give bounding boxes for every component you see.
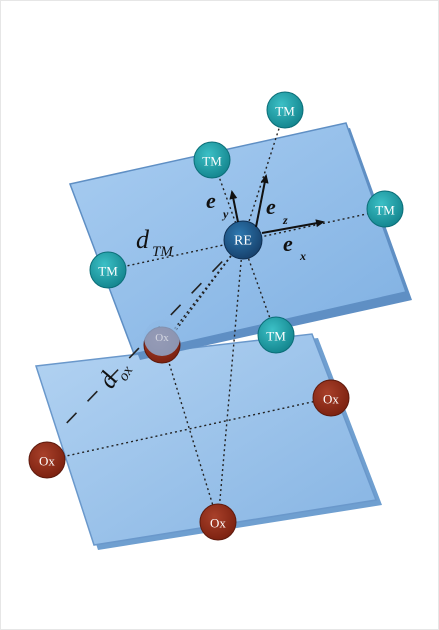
svg-text:TM: TM: [202, 154, 222, 169]
ez-label: e z: [266, 194, 288, 227]
lower-plane: [35, 333, 382, 550]
ox-bond-lines: [47, 339, 331, 523]
svg-text:e: e: [206, 188, 216, 213]
svg-text:TM: TM: [375, 203, 395, 218]
re-atom: RE: [223, 220, 263, 260]
svg-text:y: y: [221, 207, 229, 221]
ey-label: e y: [206, 188, 229, 221]
svg-text:TM: TM: [98, 264, 118, 279]
ox-atom-left: Ox: [28, 441, 66, 479]
svg-text:e: e: [266, 194, 276, 219]
tm-atom-upper-left: TM: [193, 141, 231, 179]
svg-text:Ox: Ox: [155, 332, 169, 344]
svg-text:Ox: Ox: [210, 516, 226, 531]
svg-text:Ox: Ox: [323, 392, 339, 407]
ox-atom-top-hidden: Ox: [143, 320, 181, 364]
svg-text:TM: TM: [275, 104, 295, 119]
ox-atom-bottom: Ox: [199, 503, 237, 541]
tm-atom-left: TM: [89, 251, 127, 289]
svg-text:x: x: [299, 249, 306, 263]
tm-atom-top: TM: [266, 91, 304, 129]
svg-text:TM: TM: [152, 244, 174, 260]
svg-text:RE: RE: [234, 234, 252, 249]
unit-vector-arrows: [229, 174, 325, 234]
tm-atom-lower: TM: [257, 316, 295, 354]
svg-text:Ox: Ox: [39, 454, 55, 469]
svg-text:e: e: [283, 231, 293, 256]
svg-text:d: d: [136, 225, 150, 254]
d-tm-label: d TM: [136, 225, 174, 260]
ox-atom-right: Ox: [312, 379, 350, 417]
svg-text:z: z: [282, 213, 288, 227]
tm-atom-right: TM: [366, 190, 404, 228]
svg-text:TM: TM: [266, 329, 286, 344]
ex-label: e x: [283, 231, 306, 263]
